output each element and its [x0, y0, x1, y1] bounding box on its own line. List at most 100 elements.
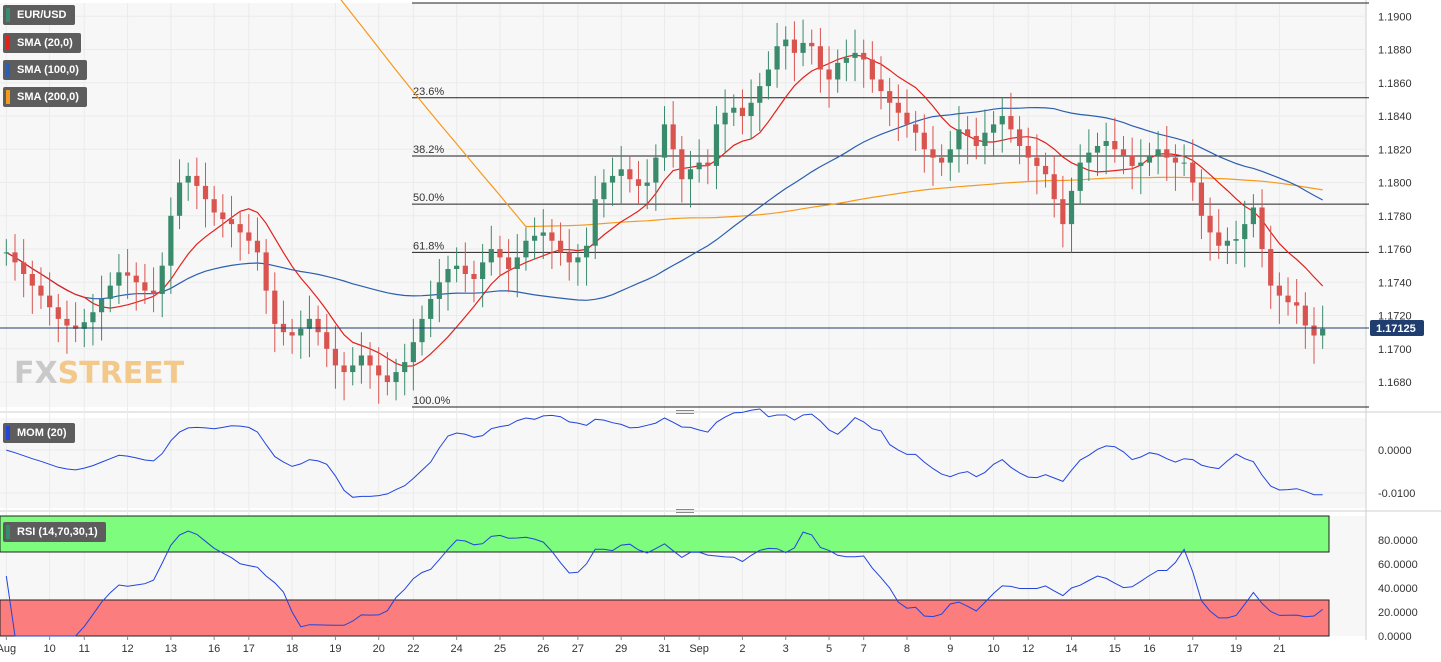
- sma200-label: SMA (200,0): [17, 91, 79, 103]
- candle-body: [878, 79, 884, 92]
- fxstreet-watermark: FXSTREET: [14, 356, 184, 391]
- x-tick-label: 12: [121, 643, 133, 655]
- candle-body: [809, 42, 815, 47]
- mom-line: [6, 408, 1323, 498]
- sma20-legend[interactable]: SMA (20,0): [3, 33, 81, 53]
- x-tick-label: 13: [165, 643, 177, 655]
- candle-body: [246, 232, 252, 241]
- candle-body: [150, 290, 157, 294]
- candle-body: [835, 62, 841, 80]
- candle-body: [722, 112, 728, 125]
- candle-body: [757, 86, 763, 103]
- candle-body: [1051, 174, 1057, 200]
- candle-body: [1164, 149, 1170, 158]
- candle-body: [506, 257, 512, 270]
- candle-body: [566, 252, 572, 263]
- candle-body: [228, 219, 235, 225]
- candle-body: [1268, 249, 1274, 286]
- x-tick-label: 10: [44, 643, 56, 655]
- mom-label: MOM (20): [17, 427, 67, 439]
- rsi-label: RSI (14,70,30,1): [17, 526, 98, 538]
- price-tick-label: 1.1760: [1378, 244, 1412, 256]
- candle-body: [540, 232, 546, 236]
- x-tick-label: 12: [1022, 643, 1034, 655]
- candle-body: [947, 149, 953, 163]
- fib-level-label: 61.8%: [413, 240, 444, 252]
- legend-swatch: [6, 8, 10, 22]
- x-tick-label: 11: [79, 643, 90, 655]
- fib-level-label: 50.0%: [413, 192, 444, 204]
- x-tick-label: Sep: [689, 643, 709, 655]
- candle-body: [324, 332, 330, 349]
- candle-body: [1276, 285, 1282, 296]
- candle-body: [601, 182, 607, 200]
- candle-body: [687, 169, 694, 180]
- rsi-tick-label: 60.0000: [1378, 559, 1418, 571]
- candle-body: [133, 275, 139, 283]
- x-tick-label: 18: [286, 643, 298, 655]
- candle-body: [116, 272, 122, 286]
- legend-swatch: [6, 90, 10, 104]
- candle-body: [696, 162, 702, 170]
- current-price-tag: [1370, 320, 1424, 337]
- candle-body: [410, 342, 416, 363]
- candle-body: [168, 215, 174, 266]
- candle-body: [73, 325, 79, 329]
- candle-body: [1294, 302, 1300, 306]
- candle-body: [1216, 232, 1222, 246]
- candle-body: [1302, 305, 1308, 326]
- candle-body: [990, 124, 997, 133]
- candle-body: [358, 355, 364, 366]
- candle-body: [12, 252, 18, 263]
- price-tick-label: 1.1740: [1378, 277, 1412, 289]
- price-tick-label: 1.1860: [1378, 78, 1412, 90]
- candle-body: [471, 273, 477, 279]
- candle-body: [904, 112, 910, 125]
- candle-body: [64, 318, 70, 326]
- x-tick-label: 14: [1065, 643, 1077, 655]
- candle-body: [852, 52, 858, 58]
- x-tick-label: 16: [208, 643, 220, 655]
- candle-body: [748, 102, 754, 117]
- mom-legend[interactable]: MOM (20): [3, 423, 75, 443]
- symbol-legend[interactable]: EUR/USD: [3, 5, 75, 25]
- candle-body: [679, 149, 685, 180]
- rsi-oversold-zone: [0, 599, 1330, 637]
- sma200-legend[interactable]: SMA (200,0): [3, 87, 87, 107]
- price-tick-label: 1.1840: [1378, 111, 1412, 123]
- x-tick-label: 3: [783, 643, 789, 655]
- watermark-fx: FX: [14, 356, 58, 391]
- fib-level-label: 100.0%: [413, 395, 451, 407]
- fib-level-label: 38.2%: [413, 144, 444, 156]
- candle-body: [549, 232, 555, 241]
- panel-background: [0, 418, 1366, 508]
- candle-body: [480, 262, 486, 279]
- candle-body: [1086, 152, 1092, 163]
- candle-body: [263, 252, 269, 291]
- candle-body: [488, 249, 494, 263]
- candle-body: [393, 372, 399, 383]
- candle-body: [220, 212, 226, 220]
- candle-body: [1103, 140, 1109, 146]
- candle-body: [3, 252, 9, 254]
- rsi-overbought-zone: [0, 515, 1330, 553]
- candle-body: [1034, 157, 1040, 166]
- rsi-tick-label: 20.0000: [1378, 607, 1418, 619]
- sma100-legend[interactable]: SMA (100,0): [3, 60, 87, 80]
- rsi-legend[interactable]: RSI (14,70,30,1): [3, 522, 106, 542]
- candle-body: [436, 282, 442, 299]
- candle-body: [1207, 215, 1213, 233]
- candle-body: [1190, 162, 1196, 183]
- legend-swatch: [6, 63, 10, 77]
- mom-tick-label: -0.0100: [1378, 488, 1415, 500]
- candle-body: [999, 116, 1005, 125]
- price-tick-label: 1.1820: [1378, 144, 1412, 156]
- price-tick-label: 1.1780: [1378, 211, 1412, 223]
- candle-body: [653, 157, 659, 183]
- x-tick-label: 27: [572, 643, 584, 655]
- candle-body: [661, 124, 668, 158]
- candle-body: [29, 273, 35, 286]
- candle-body: [1250, 207, 1256, 225]
- candle-body: [913, 124, 919, 133]
